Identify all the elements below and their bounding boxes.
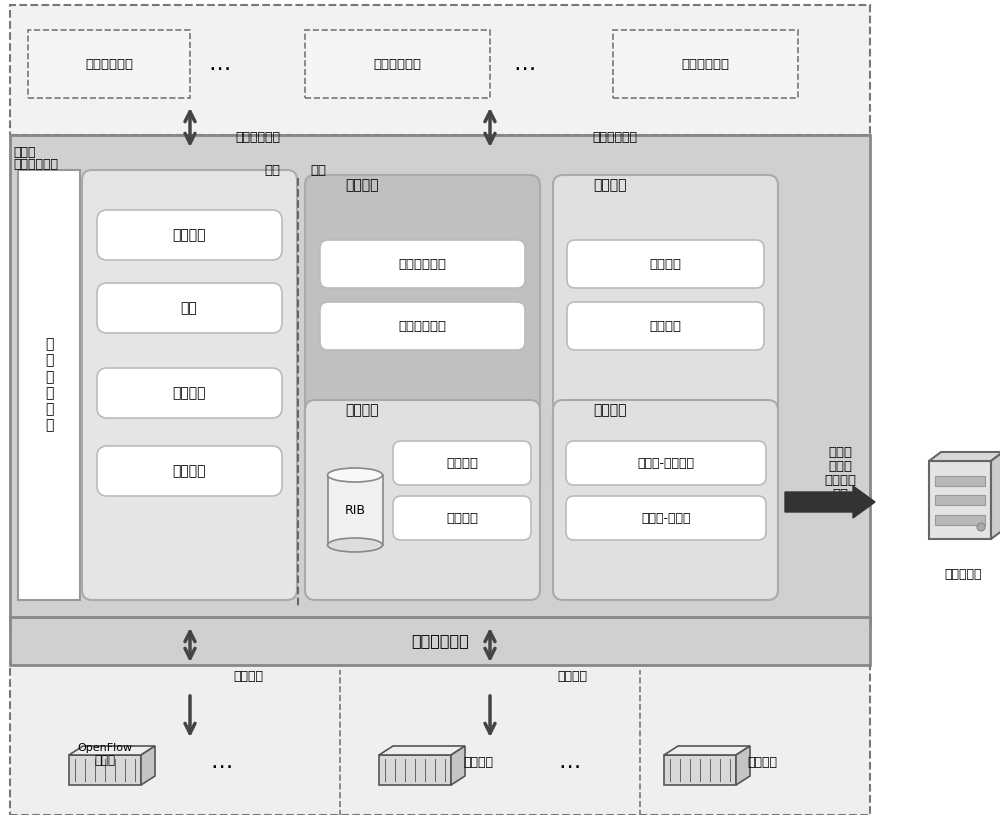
FancyBboxPatch shape xyxy=(553,175,778,495)
Text: 控制器-域间代理: 控制器-域间代理 xyxy=(638,456,694,469)
Text: 基础控制模块: 基础控制模块 xyxy=(411,633,469,649)
Text: 域间代理: 域间代理 xyxy=(463,756,493,769)
Bar xyxy=(10,663,870,815)
Bar xyxy=(10,5,870,135)
Text: 威胁防御: 威胁防御 xyxy=(172,464,206,478)
Text: 连接管理: 连接管理 xyxy=(593,403,626,417)
Text: 多粒度: 多粒度 xyxy=(13,146,36,158)
Text: …: … xyxy=(559,752,581,772)
Polygon shape xyxy=(69,755,141,785)
FancyBboxPatch shape xyxy=(320,240,525,288)
Text: 安
全
功
能
管
理: 安 全 功 能 管 理 xyxy=(45,337,53,433)
Text: 域间代理: 域间代理 xyxy=(747,756,777,769)
Polygon shape xyxy=(991,452,1000,539)
FancyBboxPatch shape xyxy=(320,302,525,350)
Polygon shape xyxy=(736,746,750,785)
Text: 邻域控制器: 邻域控制器 xyxy=(944,569,982,581)
Text: 流表管理: 流表管理 xyxy=(172,386,206,400)
Text: 安全配置: 安全配置 xyxy=(345,178,378,192)
Text: 安全认证策略: 安全认证策略 xyxy=(398,258,446,271)
Ellipse shape xyxy=(328,538,382,552)
Text: 域内: 域内 xyxy=(264,164,280,177)
Text: 拓扑管理: 拓扑管理 xyxy=(649,258,681,271)
Bar xyxy=(10,617,870,665)
Text: 南向接口: 南向接口 xyxy=(233,671,263,684)
Text: 机制: 机制 xyxy=(832,487,848,500)
FancyBboxPatch shape xyxy=(97,283,282,333)
Polygon shape xyxy=(929,452,1000,461)
Polygon shape xyxy=(664,746,750,755)
Text: …: … xyxy=(211,752,233,772)
FancyBboxPatch shape xyxy=(305,400,540,600)
Text: 路由决策: 路由决策 xyxy=(446,512,478,525)
Bar xyxy=(28,30,190,98)
Text: 安全通信: 安全通信 xyxy=(824,474,856,487)
Text: …: … xyxy=(514,54,536,74)
Text: 安全定制模块: 安全定制模块 xyxy=(13,157,58,170)
Polygon shape xyxy=(69,746,155,755)
Text: 备份: 备份 xyxy=(181,301,197,315)
Text: 域内北向接口: 域内北向接口 xyxy=(236,130,280,143)
Polygon shape xyxy=(379,755,451,785)
Text: 交换机: 交换机 xyxy=(94,754,116,766)
FancyBboxPatch shape xyxy=(567,240,764,288)
FancyArrow shape xyxy=(785,486,875,518)
Text: 域间: 域间 xyxy=(310,164,326,177)
Polygon shape xyxy=(451,746,465,785)
Bar xyxy=(935,495,985,505)
Text: 域间应用程序: 域间应用程序 xyxy=(373,58,421,71)
Text: RIB: RIB xyxy=(344,504,366,517)
Text: 域间应用程序: 域间应用程序 xyxy=(681,58,729,71)
FancyBboxPatch shape xyxy=(305,175,540,495)
Polygon shape xyxy=(379,746,465,755)
FancyBboxPatch shape xyxy=(567,302,764,350)
Circle shape xyxy=(977,523,985,531)
FancyBboxPatch shape xyxy=(97,210,282,260)
Text: 域间路由策略: 域间路由策略 xyxy=(398,319,446,333)
Bar xyxy=(929,461,991,539)
FancyBboxPatch shape xyxy=(82,170,297,600)
Bar xyxy=(935,514,985,525)
Bar xyxy=(935,475,985,486)
FancyBboxPatch shape xyxy=(566,496,766,540)
FancyBboxPatch shape xyxy=(553,400,778,600)
Ellipse shape xyxy=(328,468,382,482)
Text: OpenFlow: OpenFlow xyxy=(77,743,133,753)
FancyBboxPatch shape xyxy=(393,441,531,485)
Polygon shape xyxy=(141,746,155,785)
Text: 分布式: 分布式 xyxy=(828,446,852,459)
FancyBboxPatch shape xyxy=(393,496,531,540)
Text: 域内应用程序: 域内应用程序 xyxy=(85,58,133,71)
Bar xyxy=(328,475,382,545)
Text: 控制器: 控制器 xyxy=(828,460,852,473)
Text: 应用管理: 应用管理 xyxy=(172,228,206,242)
Bar xyxy=(18,170,80,600)
Text: 域间北向接口: 域间北向接口 xyxy=(592,130,638,143)
FancyBboxPatch shape xyxy=(97,446,282,496)
Text: …: … xyxy=(209,54,231,74)
Text: 邻域管理: 邻域管理 xyxy=(593,178,626,192)
Text: 控制器-控制器: 控制器-控制器 xyxy=(641,512,691,525)
Bar xyxy=(305,30,490,98)
Text: 路由解析: 路由解析 xyxy=(446,456,478,469)
Text: 状态维护: 状态维护 xyxy=(649,319,681,333)
Bar xyxy=(10,135,870,625)
Text: 南向接口: 南向接口 xyxy=(557,671,587,684)
Text: 域间路由: 域间路由 xyxy=(345,403,378,417)
FancyBboxPatch shape xyxy=(97,368,282,418)
FancyBboxPatch shape xyxy=(566,441,766,485)
Bar xyxy=(613,30,798,98)
Polygon shape xyxy=(664,755,736,785)
